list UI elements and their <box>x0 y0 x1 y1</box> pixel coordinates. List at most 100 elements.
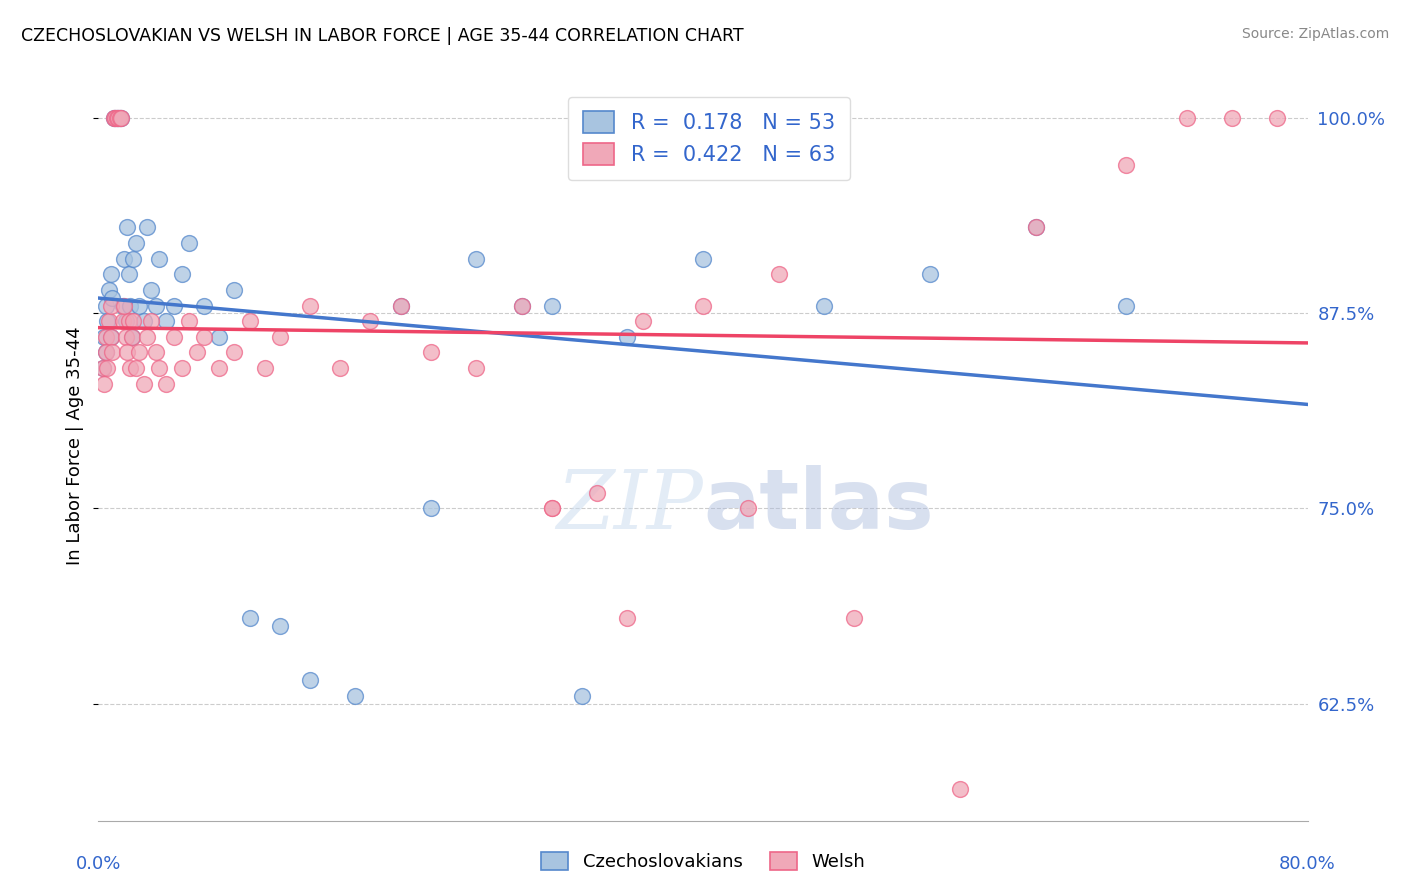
Point <box>465 360 488 375</box>
Point <box>132 314 155 328</box>
Y-axis label: In Labor Force | Age 35-44: In Labor Force | Age 35-44 <box>66 326 84 566</box>
Point <box>389 299 412 313</box>
Point <box>224 345 246 359</box>
Point <box>111 314 134 328</box>
Point <box>100 329 122 343</box>
Point <box>344 689 367 703</box>
Point <box>329 360 352 375</box>
Point <box>114 329 136 343</box>
Point <box>125 236 148 251</box>
Point <box>125 360 148 375</box>
Point <box>115 345 138 359</box>
Point <box>163 329 186 343</box>
Point <box>148 252 170 266</box>
Point <box>96 360 118 375</box>
Point <box>918 268 941 282</box>
Text: CZECHOSLOVAKIAN VS WELSH IN LABOR FORCE | AGE 35-44 CORRELATION CHART: CZECHOSLOVAKIAN VS WELSH IN LABOR FORCE … <box>21 27 744 45</box>
Point <box>100 268 122 282</box>
Point <box>737 501 759 516</box>
Legend: Czechoslovakians, Welsh: Czechoslovakians, Welsh <box>534 845 872 879</box>
Point <box>224 283 246 297</box>
Point <box>299 673 322 687</box>
Point <box>148 360 170 375</box>
Text: ZIP: ZIP <box>557 466 703 546</box>
Point <box>101 345 124 359</box>
Point <box>115 220 138 235</box>
Point <box>949 782 972 797</box>
Point <box>100 329 122 343</box>
Point <box>94 345 117 359</box>
Point <box>1024 220 1046 235</box>
Point <box>104 111 127 125</box>
Point <box>692 299 714 313</box>
Point <box>1115 299 1137 313</box>
Text: 80.0%: 80.0% <box>1279 855 1336 873</box>
Point <box>155 376 177 391</box>
Point <box>107 111 129 125</box>
Point <box>571 689 593 703</box>
Point <box>108 111 131 125</box>
Point <box>420 345 443 359</box>
Point <box>111 299 134 313</box>
Text: 0.0%: 0.0% <box>76 855 121 873</box>
Point <box>91 360 114 375</box>
Point <box>121 329 143 343</box>
Point <box>132 376 155 391</box>
Point <box>510 299 533 313</box>
Point <box>1175 111 1198 125</box>
Point <box>145 345 167 359</box>
Point <box>360 314 382 328</box>
Point <box>389 299 412 313</box>
Point <box>692 252 714 266</box>
Point <box>93 376 115 391</box>
Point <box>239 610 262 624</box>
Point <box>1115 158 1137 172</box>
Point <box>108 111 131 125</box>
Point <box>112 252 135 266</box>
Point <box>768 268 790 282</box>
Point <box>193 329 215 343</box>
Point <box>170 360 193 375</box>
Point <box>540 501 562 516</box>
Point <box>193 299 215 313</box>
Point <box>163 299 186 313</box>
Point <box>118 314 141 328</box>
Point <box>120 360 142 375</box>
Point <box>141 314 163 328</box>
Point <box>100 299 122 313</box>
Point <box>145 299 167 313</box>
Point <box>510 299 533 313</box>
Point <box>110 111 132 125</box>
Point <box>1220 111 1243 125</box>
Point <box>616 610 638 624</box>
Point <box>631 314 654 328</box>
Point <box>253 360 276 375</box>
Point <box>118 268 141 282</box>
Point <box>179 314 201 328</box>
Point <box>179 236 201 251</box>
Point <box>114 314 136 328</box>
Point <box>94 329 117 343</box>
Point <box>128 299 150 313</box>
Point <box>299 299 322 313</box>
Point <box>112 299 135 313</box>
Point <box>844 610 866 624</box>
Point <box>105 111 128 125</box>
Point <box>269 618 291 632</box>
Point <box>239 314 262 328</box>
Point <box>135 329 157 343</box>
Point <box>107 111 129 125</box>
Point <box>104 111 127 125</box>
Point <box>98 314 121 328</box>
Point <box>170 268 193 282</box>
Point <box>103 111 125 125</box>
Point <box>186 345 208 359</box>
Point <box>420 501 443 516</box>
Point <box>105 111 128 125</box>
Point <box>128 345 150 359</box>
Text: Source: ZipAtlas.com: Source: ZipAtlas.com <box>1241 27 1389 41</box>
Point <box>121 329 143 343</box>
Point <box>110 111 132 125</box>
Point <box>813 299 835 313</box>
Point <box>141 283 163 297</box>
